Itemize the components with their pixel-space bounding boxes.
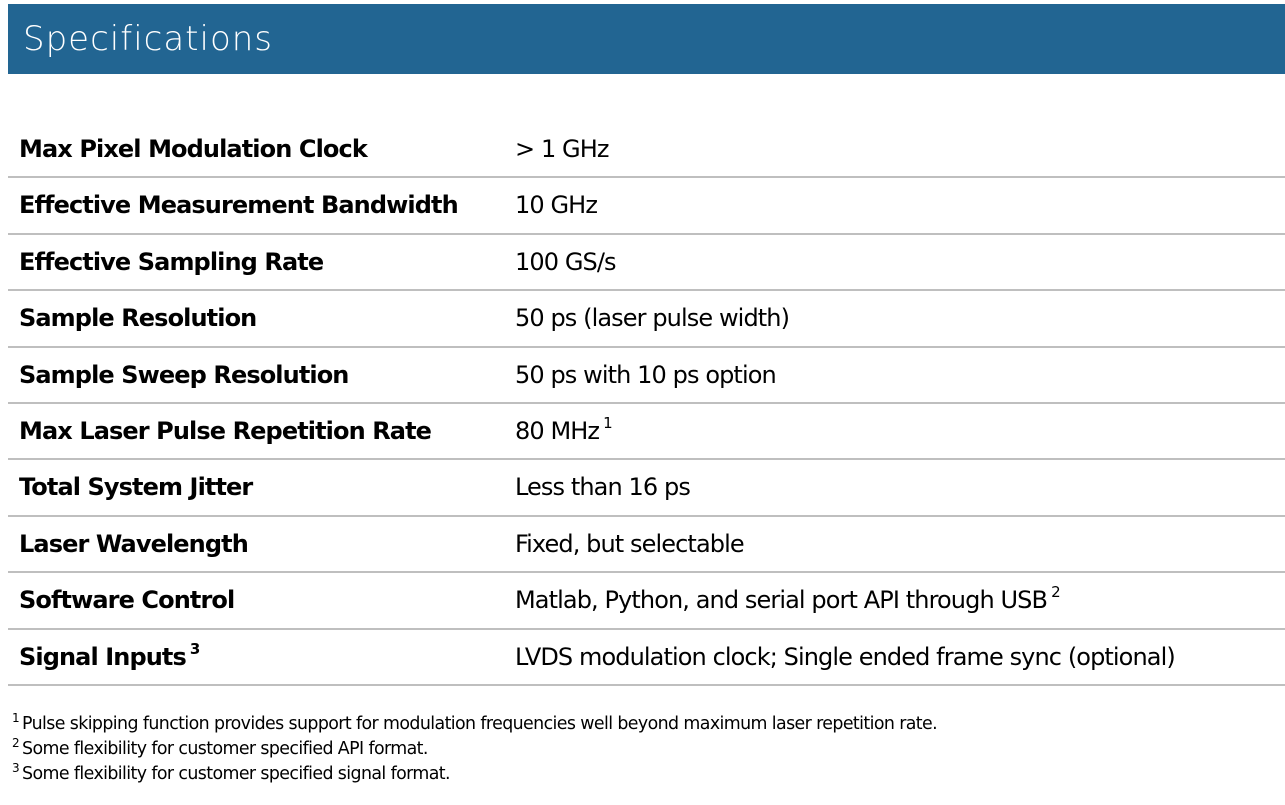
spec-value: 50 ps (laser pulse width): [515, 304, 790, 333]
spec-label: Max Laser Pulse Repetition Rate: [19, 416, 432, 445]
footnote-number: 3: [12, 761, 20, 775]
footnote-marker: 2: [1051, 583, 1061, 602]
spec-label: Total System Jitter: [19, 473, 253, 502]
spec-label: Effective Measurement Bandwidth: [19, 191, 459, 220]
spec-value-with-footnote: Matlab, Python, and serial port API thro…: [515, 583, 1061, 619]
footnote-number: 2: [12, 736, 20, 750]
footnote: 1 Pulse skipping function provides suppor…: [12, 711, 938, 737]
spec-label: Effective Sampling Rate: [19, 247, 324, 276]
spec-row: Laser Wavelength Fixed, but selectable: [8, 517, 1285, 574]
footnote-marker: 3: [189, 639, 200, 658]
footnote: 2 Some flexibility for customer specified…: [12, 736, 937, 762]
footnotes: 1 Pulse skipping function provides suppor…: [12, 711, 938, 787]
spec-row: Sample Resolution 50 ps (laser pulse wid…: [8, 291, 1285, 348]
footnote-text: Some flexibility for customer specified …: [22, 764, 450, 784]
page-title: Specifications: [23, 19, 274, 59]
spec-value: 10 GHz: [515, 191, 598, 220]
spec-row: Signal Inputs 3 LVDS modulation clock; Si…: [8, 630, 1285, 686]
section-header: Specifications: [8, 4, 1285, 74]
spec-value: LVDS modulation clock; Single ended fram…: [515, 642, 1176, 671]
spec-value: 100 GS/s: [515, 247, 617, 276]
spec-row: Software Control Matlab, Python, and ser…: [8, 573, 1285, 630]
footnote: 3 Some flexibility for customer specified…: [12, 761, 937, 787]
spec-value-with-footnote: 80 MHz 1: [515, 413, 613, 450]
spec-row: Effective Sampling Rate 100 GS/s: [8, 235, 1285, 292]
spec-value: Less than 16 ps: [515, 473, 691, 502]
spec-row: Sample Sweep Resolution 50 ps with 10 ps…: [8, 348, 1285, 404]
spec-value: > 1 GHz: [515, 135, 609, 163]
spec-value-text: Matlab, Python, and serial port API thro…: [515, 586, 1048, 615]
specifications-table: Max Pixel Modulation Clock > 1 GHz Effec…: [8, 122, 1285, 686]
spec-label-text: Signal Inputs: [19, 642, 187, 671]
spec-label-with-footnote: Signal Inputs 3: [19, 639, 200, 676]
spec-value-text: 80 MHz: [515, 416, 600, 445]
spec-value: 50 ps with 10 ps option: [515, 360, 777, 389]
footnote-marker: 1: [603, 413, 613, 432]
footnote-text: Some flexibility for customer specified …: [22, 739, 428, 759]
spec-value: Fixed, but selectable: [515, 529, 745, 558]
footnote-number: 1: [12, 711, 20, 725]
spec-row: Effective Measurement Bandwidth 10 GHz: [8, 178, 1285, 235]
footnote-text: Pulse skipping function provides support…: [22, 714, 938, 734]
spec-label: Sample Sweep Resolution: [19, 360, 349, 389]
spec-row: Max Laser Pulse Repetition Rate 80 MHz 1: [8, 404, 1285, 461]
spec-label: Software Control: [19, 586, 235, 615]
spec-label: Laser Wavelength: [19, 529, 249, 558]
spec-row: Max Pixel Modulation Clock > 1 GHz: [8, 122, 1285, 179]
spec-row: Total System Jitter Less than 16 ps: [8, 460, 1285, 517]
spec-label: Max Pixel Modulation Clock: [19, 135, 368, 163]
spec-label: Sample Resolution: [19, 304, 257, 333]
